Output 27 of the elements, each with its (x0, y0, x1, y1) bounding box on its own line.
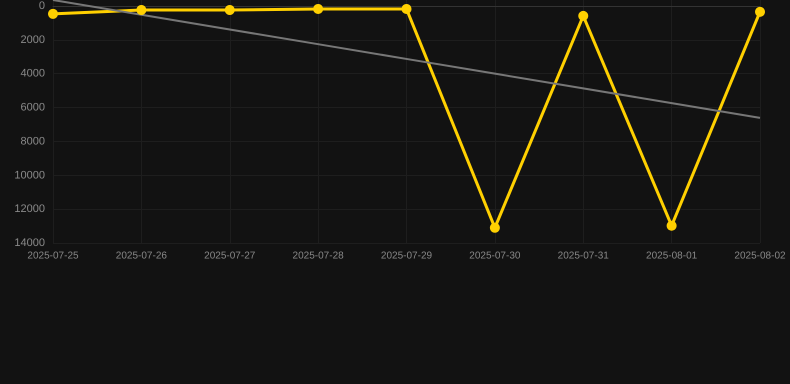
point (402, 4, 412, 14)
y-tick-label: 0 (38, 0, 45, 12)
point (490, 222, 500, 233)
line-series (52, 0, 761, 119)
y-tick-label: 8000 (20, 135, 45, 148)
y-tick-label: 10000 (14, 169, 45, 182)
point (136, 4, 146, 15)
x-tick-label: 2025-07-30 (469, 250, 521, 262)
point (224, 4, 235, 15)
point (313, 4, 324, 14)
y-tick-label: 6000 (20, 102, 45, 114)
y-tick-label: 2000 (20, 34, 45, 46)
y-tick-label: 14000 (14, 237, 45, 249)
y-tick-label: 4000 (20, 68, 45, 80)
point (578, 10, 588, 21)
point (48, 8, 58, 19)
x-tick-label: 2025-07-31 (558, 250, 610, 262)
x-tick-label: 2025-07-29 (380, 250, 433, 262)
x-tick-label: 2025-08-02 (734, 250, 786, 262)
x-tick-label: 2025-07-27 (204, 250, 256, 262)
x-tick-label: 2025-07-28 (292, 250, 344, 262)
x-tick-label: 2025-07-26 (116, 250, 168, 262)
x-tick-label: 2025-07-25 (27, 250, 80, 262)
x-tick-label: 2025-08-01 (646, 250, 698, 262)
point (755, 6, 765, 17)
y-tick-label: 12000 (14, 203, 45, 216)
point (666, 220, 677, 231)
